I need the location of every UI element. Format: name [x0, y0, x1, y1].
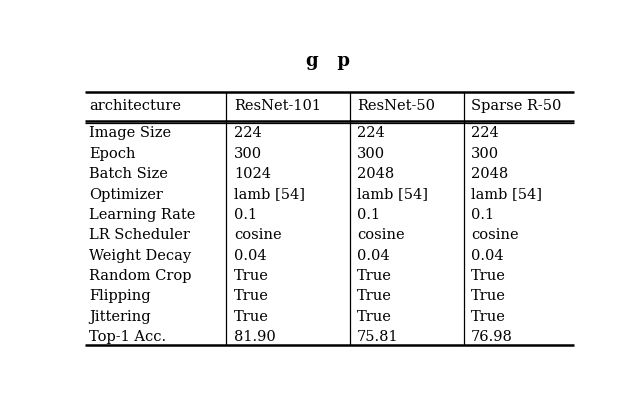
Text: Random Crop: Random Crop	[89, 269, 191, 283]
Text: 224: 224	[356, 126, 385, 141]
Text: cosine: cosine	[356, 228, 404, 242]
Text: Sparse R-50: Sparse R-50	[471, 99, 561, 113]
Text: True: True	[234, 269, 269, 283]
Text: Optimizer: Optimizer	[89, 188, 163, 202]
Text: 300: 300	[356, 147, 385, 161]
Text: Batch Size: Batch Size	[89, 167, 168, 181]
Text: 76.98: 76.98	[471, 330, 513, 344]
Text: 81.90: 81.90	[234, 330, 275, 344]
Text: ResNet-50: ResNet-50	[356, 99, 435, 113]
Text: 224: 224	[234, 126, 262, 141]
Text: 0.1: 0.1	[471, 208, 494, 222]
Text: True: True	[471, 289, 506, 303]
Text: LR Scheduler: LR Scheduler	[89, 228, 190, 242]
Text: g   p: g p	[306, 52, 350, 70]
Text: True: True	[356, 310, 392, 324]
Text: cosine: cosine	[234, 228, 282, 242]
Text: 0.04: 0.04	[234, 249, 266, 263]
Text: 1024: 1024	[234, 167, 271, 181]
Text: Image Size: Image Size	[89, 126, 171, 141]
Text: 224: 224	[471, 126, 499, 141]
Text: 0.04: 0.04	[471, 249, 504, 263]
Text: ResNet-101: ResNet-101	[234, 99, 321, 113]
Text: True: True	[356, 289, 392, 303]
Text: 75.81: 75.81	[356, 330, 398, 344]
Text: 300: 300	[471, 147, 499, 161]
Text: lamb [54]: lamb [54]	[356, 188, 428, 202]
Text: lamb [54]: lamb [54]	[234, 188, 305, 202]
Text: Epoch: Epoch	[89, 147, 136, 161]
Text: True: True	[234, 310, 269, 324]
Text: 2048: 2048	[471, 167, 508, 181]
Text: 2048: 2048	[356, 167, 394, 181]
Text: True: True	[356, 269, 392, 283]
Text: True: True	[471, 310, 506, 324]
Text: 0.04: 0.04	[356, 249, 389, 263]
Text: lamb [54]: lamb [54]	[471, 188, 542, 202]
Text: 0.1: 0.1	[356, 208, 380, 222]
Text: Learning Rate: Learning Rate	[89, 208, 195, 222]
Text: 0.1: 0.1	[234, 208, 257, 222]
Text: True: True	[234, 289, 269, 303]
Text: True: True	[471, 269, 506, 283]
Text: Weight Decay: Weight Decay	[89, 249, 191, 263]
Text: Jittering: Jittering	[89, 310, 150, 324]
Text: Flipping: Flipping	[89, 289, 150, 303]
Text: 300: 300	[234, 147, 262, 161]
Text: architecture: architecture	[89, 99, 181, 113]
Text: cosine: cosine	[471, 228, 518, 242]
Text: Top-1 Acc.: Top-1 Acc.	[89, 330, 166, 344]
